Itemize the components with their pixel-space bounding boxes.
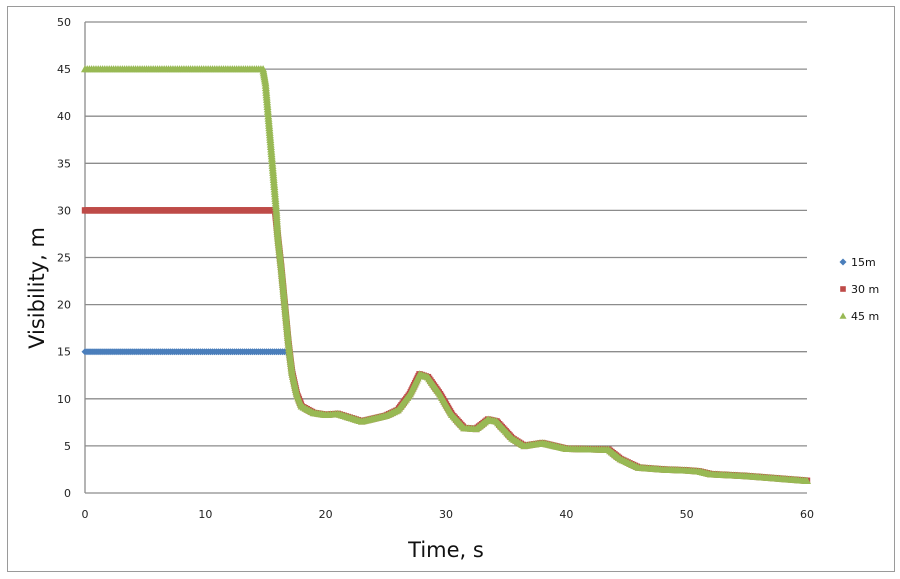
y-tick-label: 40 <box>57 110 71 123</box>
series-15m <box>81 348 306 410</box>
series-45m <box>81 65 811 484</box>
y-tick-label: 45 <box>57 63 71 76</box>
y-axis-title: Visibility, m <box>25 227 49 349</box>
x-tick-label: 20 <box>319 508 333 521</box>
y-tick-label: 30 <box>57 204 71 217</box>
legend-label: 45 m <box>851 310 879 323</box>
y-tick-label: 10 <box>57 393 71 406</box>
x-tick-labels: 0 10 20 30 40 50 60 <box>82 508 815 521</box>
legend-label: 15m <box>851 256 876 269</box>
x-tick-label: 40 <box>559 508 573 521</box>
diamond-marker-icon <box>839 258 847 266</box>
legend-label: 30 m <box>851 283 879 296</box>
y-tick-label: 15 <box>57 346 71 359</box>
square-marker-icon <box>840 286 846 292</box>
y-tick-labels: 0 5 10 15 20 25 30 35 40 45 50 <box>57 16 71 500</box>
y-tick-label: 35 <box>57 157 71 170</box>
y-tick-label: 5 <box>64 440 71 453</box>
x-tick-label: 30 <box>439 508 453 521</box>
legend-item: 30 m <box>840 283 879 296</box>
x-tick-label: 10 <box>198 508 212 521</box>
data-series <box>81 65 811 484</box>
y-tick-label: 20 <box>57 299 71 312</box>
legend-item: 45 m <box>839 310 879 323</box>
legend-item: 15m <box>839 256 876 269</box>
x-axis-title: Time, s <box>407 538 484 562</box>
x-tick-label: 50 <box>680 508 694 521</box>
triangle-marker-icon <box>839 312 847 319</box>
x-tick-label: 0 <box>82 508 89 521</box>
x-tick-label: 60 <box>800 508 814 521</box>
y-tick-label: 0 <box>64 487 71 500</box>
axes <box>84 22 807 494</box>
gridlines <box>85 21 807 447</box>
y-tick-label: 25 <box>57 252 71 265</box>
y-tick-label: 50 <box>57 16 71 29</box>
series-30m <box>81 207 811 484</box>
legend: 15m 30 m 45 m <box>839 256 879 323</box>
